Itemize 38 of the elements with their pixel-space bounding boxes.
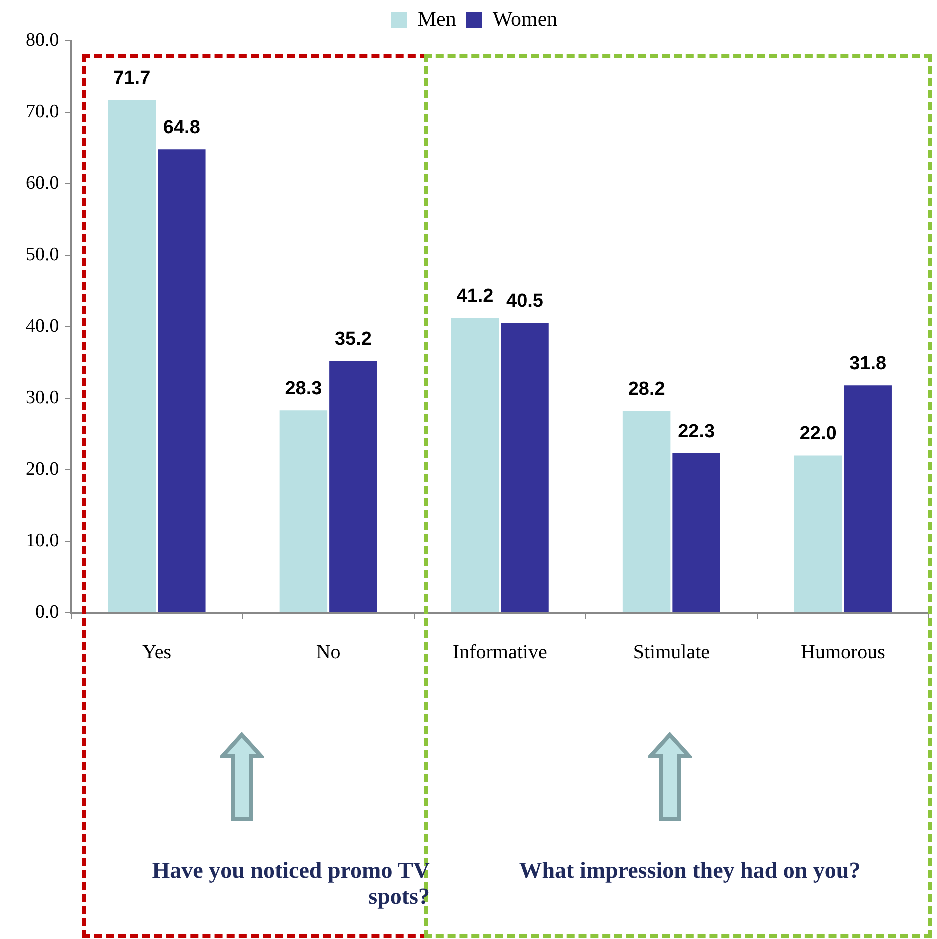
data-label: 35.2 bbox=[334, 329, 372, 350]
bar bbox=[108, 100, 156, 612]
bar bbox=[280, 410, 328, 612]
bar bbox=[622, 411, 671, 612]
x-tick-label: Yes bbox=[142, 641, 172, 664]
bar bbox=[844, 386, 892, 612]
bar bbox=[794, 456, 842, 612]
x-tick-label: Informative bbox=[452, 641, 548, 664]
y-tick-label: 10.0 bbox=[26, 530, 60, 552]
y-tick-label: 50.0 bbox=[26, 244, 60, 266]
y-tick-label: 60.0 bbox=[26, 172, 60, 194]
y-tick-label: 70.0 bbox=[26, 101, 60, 122]
bar bbox=[451, 318, 500, 612]
legend-label: Women bbox=[492, 7, 558, 32]
bar bbox=[330, 361, 378, 612]
text: What impression they had on you? bbox=[518, 858, 862, 884]
x-tick-label: Stimulate bbox=[633, 641, 710, 664]
y-tick-label: 30.0 bbox=[26, 387, 60, 408]
legend-label: Men bbox=[418, 7, 457, 32]
y-tick-label: 20.0 bbox=[26, 458, 60, 480]
bar bbox=[672, 454, 720, 612]
data-label: 71.7 bbox=[114, 68, 151, 90]
data-label: 28.2 bbox=[628, 379, 666, 400]
text: Have you noticed promo TV spots? bbox=[151, 858, 430, 910]
bar bbox=[158, 150, 206, 612]
y-tick-label: 40.0 bbox=[26, 316, 60, 337]
data-label: 41.2 bbox=[456, 286, 494, 308]
data-label: 40.5 bbox=[506, 291, 544, 312]
x-tick-label: No bbox=[316, 641, 341, 664]
data-label: 31.8 bbox=[850, 353, 887, 374]
data-label: 64.8 bbox=[163, 117, 200, 138]
data-label: 22.3 bbox=[678, 421, 716, 442]
y-tick-label: 0.0 bbox=[36, 602, 60, 623]
data-label: 28.3 bbox=[285, 378, 322, 400]
y-tick-label: 80.0 bbox=[26, 30, 60, 51]
x-tick-label: Humorous bbox=[801, 641, 886, 664]
data-label: 22.0 bbox=[800, 423, 837, 444]
bar bbox=[501, 323, 549, 612]
